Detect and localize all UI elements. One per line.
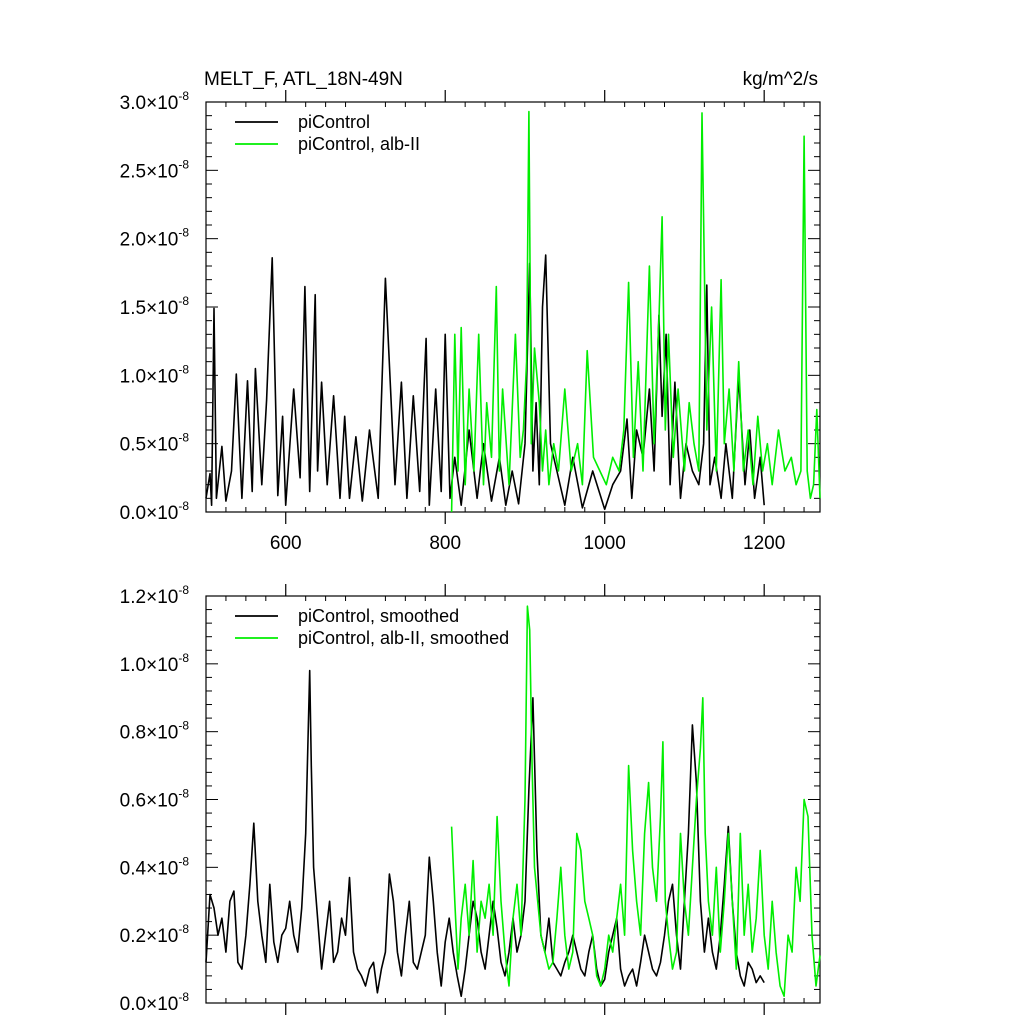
y-tick-exponent: -8 — [178, 294, 189, 308]
legend-label: piControl, alb-II — [298, 134, 420, 154]
y-tick-label: 2.0×10-8 — [120, 226, 190, 251]
y-tick-label: 3.0×10-8 — [120, 89, 190, 114]
y-tick-exponent: -8 — [178, 922, 189, 936]
y-tick-mantissa: 1.5 — [120, 298, 146, 319]
series-group — [205, 110, 821, 513]
y-tick-exponent: -8 — [178, 431, 189, 445]
y-tick-exponent: -8 — [178, 499, 189, 513]
series-line-picontrol-alb-ii — [450, 605, 821, 998]
series-line-picontrol-alb-ii — [450, 110, 821, 513]
y-tick-label: 0.8×10-8 — [120, 719, 190, 744]
y-tick-exponent: -8 — [178, 157, 189, 171]
legend-label: piControl, smoothed — [298, 606, 459, 626]
y-tick-times: ×10 — [146, 366, 178, 387]
y-tick-mantissa: 1.2 — [120, 587, 146, 608]
y-tick-label: 1.0×10-8 — [120, 362, 190, 387]
y-tick-times: ×10 — [146, 723, 178, 744]
top-panel: MELT_F, ATL_18N-49N kg/m^2/s 600 800 1000 120… — [120, 69, 821, 554]
y-tick-times: ×10 — [146, 994, 178, 1015]
y-tick-times: ×10 — [146, 93, 178, 114]
x-tick-label: 600 — [270, 533, 302, 554]
y-tick-mantissa: 0.0 — [120, 994, 146, 1015]
y-tick-mantissa: 2.0 — [120, 230, 146, 251]
y-tick-times: ×10 — [146, 655, 178, 676]
units-label: kg/m^2/s — [743, 69, 818, 90]
y-tick-mantissa: 0.5 — [120, 435, 146, 456]
y-tick-exponent: -8 — [178, 990, 189, 1004]
y-tick-mantissa: 1.0 — [120, 655, 146, 676]
series-line-picontrol — [205, 254, 765, 511]
y-tick-exponent: -8 — [178, 719, 189, 733]
y-tick-mantissa: 2.5 — [120, 161, 146, 182]
bottom-panel: 0.0×10-80.2×10-80.4×10-80.6×10-80.8×10-8… — [120, 583, 821, 1015]
y-tick-exponent: -8 — [178, 89, 189, 103]
legend-label: piControl — [298, 112, 370, 132]
y-tick-times: ×10 — [146, 298, 178, 319]
y-tick-exponent: -8 — [178, 787, 189, 801]
y-tick-times: ×10 — [146, 161, 178, 182]
y-tick-mantissa: 0.4 — [120, 858, 147, 879]
y-tick-exponent: -8 — [178, 583, 189, 597]
chart-title: MELT_F, ATL_18N-49N — [204, 69, 403, 90]
y-tick-label: 1.2×10-8 — [120, 583, 190, 608]
y-tick-mantissa: 3.0 — [120, 93, 146, 114]
y-tick-times: ×10 — [146, 435, 178, 456]
y-tick-times: ×10 — [146, 926, 178, 947]
y-tick-label: 2.5×10-8 — [120, 157, 190, 182]
series-line-picontrol — [205, 669, 765, 998]
y-tick-label: 0.2×10-8 — [120, 922, 190, 947]
y-tick-mantissa: 0.8 — [120, 723, 146, 744]
y-tick-label: 0.5×10-8 — [120, 431, 190, 456]
y-tick-times: ×10 — [146, 858, 178, 879]
y-tick-mantissa: 0.0 — [120, 503, 146, 524]
y-tick-times: ×10 — [146, 230, 178, 251]
y-tick-label: 1.5×10-8 — [120, 294, 190, 319]
y-tick-label: 0.4×10-8 — [120, 854, 190, 879]
legend-label: piControl, alb-II, smoothed — [298, 628, 509, 648]
y-tick-label: 0.0×10-8 — [120, 499, 190, 524]
y-tick-mantissa: 0.2 — [120, 926, 146, 947]
y-tick-mantissa: 1.0 — [120, 366, 146, 387]
y-tick-label: 0.0×10-8 — [120, 990, 190, 1015]
y-tick-exponent: -8 — [178, 651, 189, 665]
y-tick-label: 0.6×10-8 — [120, 787, 190, 812]
series-group — [205, 605, 821, 998]
y-tick-times: ×10 — [146, 587, 178, 608]
y-tick-exponent: -8 — [178, 362, 189, 376]
x-tick-label: 1200 — [743, 533, 785, 554]
y-tick-label: 1.0×10-8 — [120, 651, 190, 676]
x-tick-label: 800 — [429, 533, 461, 554]
y-tick-mantissa: 0.6 — [120, 791, 146, 812]
y-tick-exponent: -8 — [178, 854, 189, 868]
y-tick-times: ×10 — [146, 791, 178, 812]
y-tick-times: ×10 — [146, 503, 178, 524]
y-tick-exponent: -8 — [178, 226, 189, 240]
x-tick-label: 1000 — [584, 533, 626, 554]
